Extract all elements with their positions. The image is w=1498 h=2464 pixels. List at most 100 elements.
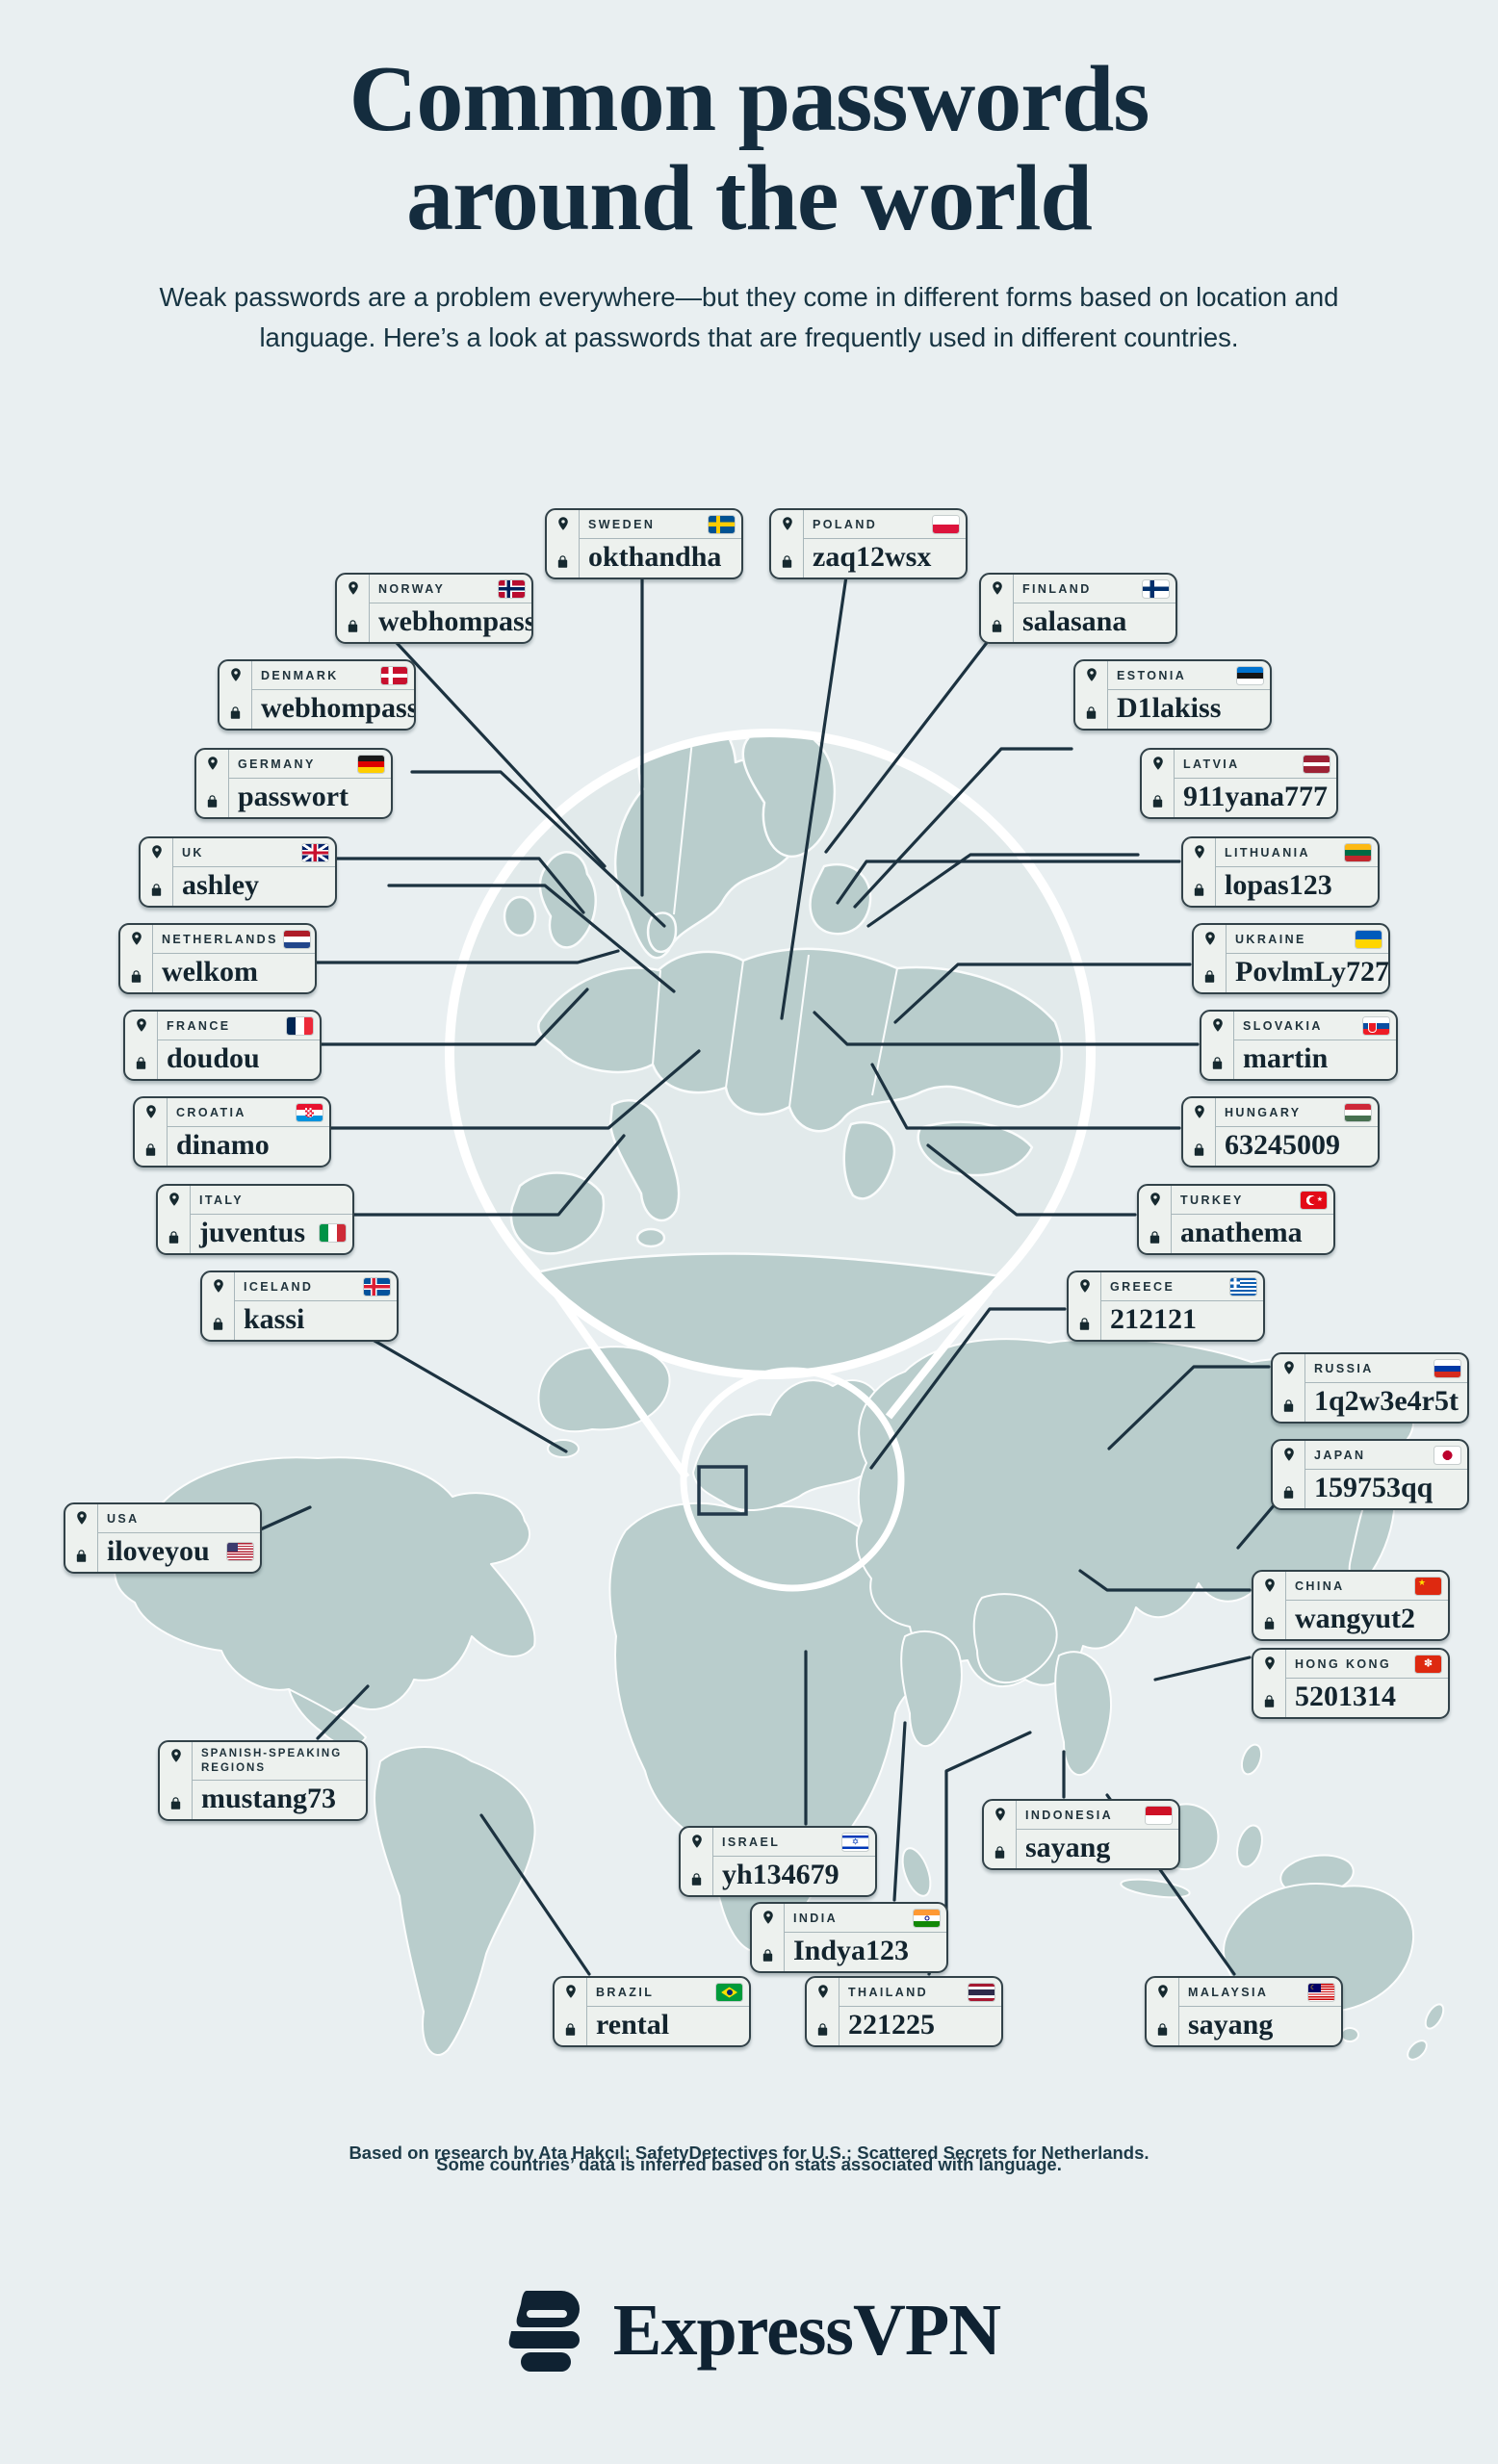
location-pin-icon	[1281, 1360, 1297, 1375]
location-pin-icon	[1210, 1017, 1226, 1033]
password-text: 63245009	[1225, 1129, 1340, 1161]
location-pin-icon	[815, 1984, 831, 1999]
lock-icon	[168, 1796, 183, 1810]
country-name: ICELAND	[244, 1280, 314, 1294]
netherlands-flag-icon	[283, 931, 310, 948]
lock-icon	[1084, 706, 1098, 720]
card-icon-column	[1075, 661, 1108, 729]
estonia-flag-icon	[1237, 667, 1263, 684]
card-icon-column	[981, 575, 1014, 642]
location-pin-icon	[563, 1984, 579, 1999]
location-pin-icon	[990, 580, 1005, 596]
focus-square	[697, 1465, 748, 1516]
country-card-japan: JAPAN 159753qq	[1271, 1439, 1469, 1510]
country-name: GREECE	[1110, 1280, 1175, 1294]
country-name: MALAYSIA	[1188, 1986, 1269, 1999]
location-pin-icon	[1084, 667, 1099, 682]
country-card-israel: ISRAEL yh134679	[679, 1826, 877, 1897]
password-text: doudou	[167, 1042, 260, 1074]
country-name: UKRAINE	[1235, 933, 1306, 946]
location-pin-icon	[1077, 1278, 1093, 1294]
location-pin-icon	[143, 1104, 159, 1119]
country-name: CHINA	[1295, 1579, 1345, 1593]
country-name: UK	[182, 846, 204, 860]
footer: Based on research by Ata Hakçıl; SafetyD…	[0, 2139, 1498, 2178]
country-name: NETHERLANDS	[162, 933, 278, 946]
brand-logo: ExpressVPN	[0, 2285, 1498, 2375]
card-icon-column	[1142, 750, 1175, 817]
country-name: HUNGARY	[1225, 1106, 1302, 1119]
lock-icon	[1210, 1056, 1225, 1070]
location-pin-icon	[228, 667, 244, 682]
country-name: JAPAN	[1314, 1449, 1366, 1462]
location-pin-icon	[167, 1192, 182, 1207]
password-text: okthandha	[588, 541, 722, 573]
password-text: webhompass	[261, 692, 416, 724]
country-name: INDONESIA	[1025, 1809, 1114, 1822]
lock-icon	[149, 883, 164, 897]
page-title: Common passwords around the world	[349, 47, 1150, 250]
country-name: CROATIA	[176, 1106, 246, 1119]
location-pin-icon	[205, 756, 220, 771]
lock-icon	[780, 554, 794, 569]
japan-flag-icon	[1434, 1447, 1460, 1464]
country-card-russia: RUSSIA 1q2w3e4r5t	[1271, 1352, 1469, 1424]
password-text: D1lakiss	[1117, 692, 1222, 724]
location-pin-icon	[1155, 1984, 1171, 1999]
card-icon-column	[1147, 1978, 1179, 2045]
country-name: ESTONIA	[1117, 669, 1187, 682]
country-name: USA	[107, 1512, 140, 1526]
password-text: 911yana777	[1183, 781, 1329, 812]
card-icon-column	[547, 510, 580, 578]
card-icon-column	[337, 575, 370, 642]
country-name: GERMANY	[238, 757, 316, 771]
country-card-hong-kong: HONG KONG 5201314	[1252, 1648, 1450, 1719]
country-card-latvia: LATVIA 911yana777	[1140, 748, 1338, 819]
country-card-indonesia: INDONESIA sayang	[982, 1799, 1180, 1870]
country-name: FRANCE	[167, 1019, 231, 1033]
country-card-brazil: BRAZIL rental	[553, 1976, 751, 2047]
lock-icon	[205, 794, 220, 808]
location-pin-icon	[1192, 844, 1207, 860]
location-pin-icon	[346, 580, 361, 596]
password-text: 5201314	[1295, 1681, 1396, 1712]
slovakia-flag-icon	[1363, 1017, 1389, 1035]
password-text: 1q2w3e4r5t	[1314, 1385, 1459, 1417]
country-card-france: FRANCE doudou	[123, 1010, 322, 1081]
lock-icon	[1155, 2022, 1170, 2037]
card-icon-column	[1069, 1272, 1101, 1340]
location-pin-icon	[1281, 1447, 1297, 1462]
lock-icon	[129, 969, 143, 984]
malaysia-flag-icon	[1308, 1984, 1334, 2001]
country-card-poland: POLAND zaq12wsx	[769, 508, 968, 579]
password-text: Indya123	[793, 1935, 910, 1966]
croatia-flag-icon	[297, 1104, 323, 1121]
password-text: passwort	[238, 781, 349, 812]
lock-icon	[563, 2022, 578, 2037]
country-card-spanish-speaking-regions: SPANISH-SPEAKING REGIONS mustang73	[158, 1740, 368, 1821]
card-icon-column	[1273, 1354, 1305, 1422]
country-name: THAILAND	[848, 1986, 929, 1999]
password-text: 212121	[1110, 1303, 1197, 1335]
france-flag-icon	[287, 1017, 313, 1035]
lock-icon	[228, 706, 243, 720]
lock-icon	[761, 1948, 775, 1963]
password-text: anathema	[1180, 1217, 1303, 1248]
finland-flag-icon	[1143, 580, 1169, 598]
lock-icon	[167, 1230, 181, 1245]
location-pin-icon	[761, 1910, 776, 1925]
lock-icon	[1148, 1230, 1162, 1245]
card-icon-column	[1183, 838, 1216, 906]
card-icon-column	[196, 750, 229, 817]
location-pin-icon	[168, 1748, 184, 1763]
ukraine-flag-icon	[1356, 931, 1382, 948]
card-icon-column	[135, 1098, 168, 1166]
card-icon-column	[158, 1186, 191, 1253]
lock-icon	[1281, 1399, 1296, 1413]
password-text: martin	[1243, 1042, 1329, 1074]
iceland-flag-icon	[364, 1278, 390, 1296]
country-card-norway: NORWAY webhompass	[335, 573, 533, 644]
header: Common passwords around the world Weak p…	[0, 50, 1498, 359]
lock-icon	[1192, 883, 1206, 897]
